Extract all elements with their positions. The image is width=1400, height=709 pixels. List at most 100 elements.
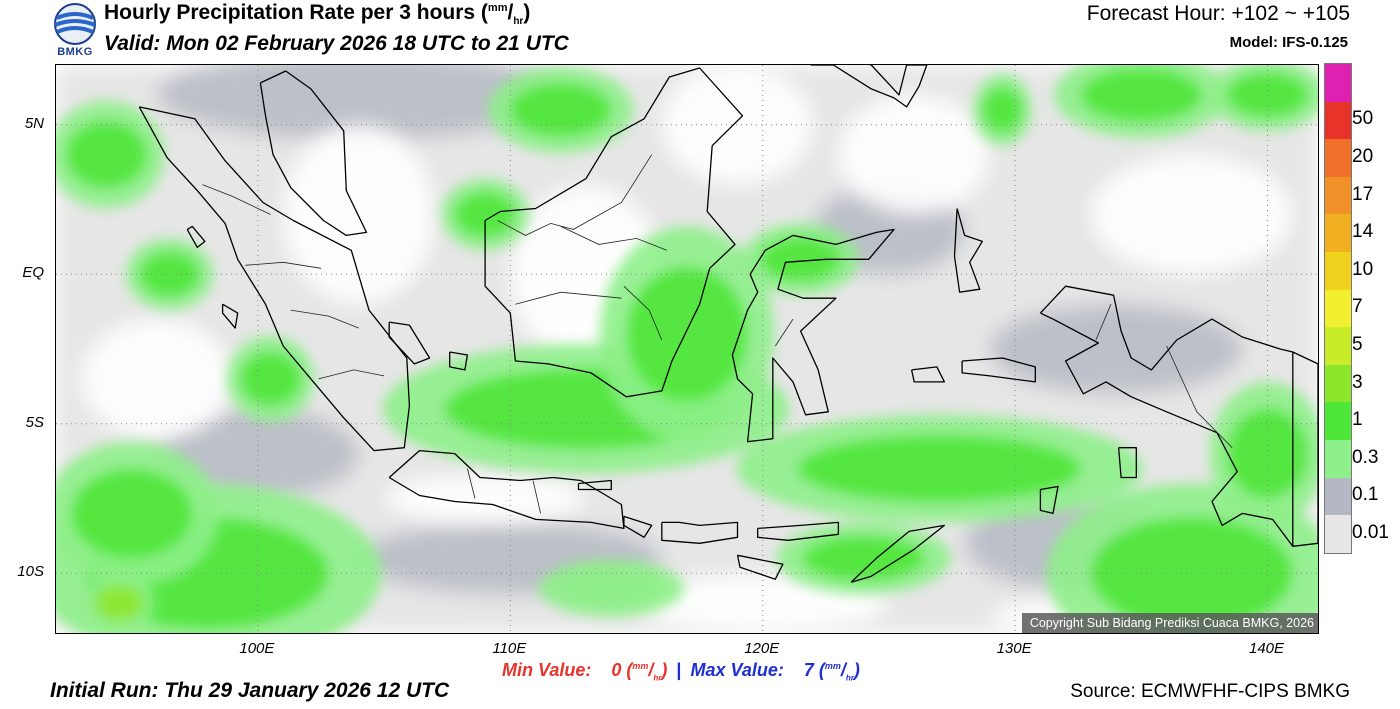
colorbar-label: 7 <box>1352 296 1363 318</box>
rain-area <box>71 468 193 559</box>
x-tick-label: 140E <box>1248 640 1285 657</box>
coastline-sumba <box>736 554 784 580</box>
dry-area <box>81 319 233 439</box>
coastline-sulawesi <box>731 228 895 443</box>
colorbar-label: 5 <box>1352 334 1363 355</box>
coastline-new-guinea <box>1039 285 1294 547</box>
coastline-flores <box>757 521 840 541</box>
rain-area <box>560 570 662 607</box>
province-border <box>774 318 794 347</box>
colorbar-cell <box>1325 101 1351 140</box>
x-tick-label: 120E <box>744 640 780 657</box>
model-name: Model: IFS-0.125 <box>1229 34 1348 51</box>
dry-area <box>838 94 990 215</box>
coastline-png <box>1292 351 1318 547</box>
rain-area <box>240 351 301 406</box>
colorbar-cell <box>1325 214 1351 252</box>
coastline-peninsular-malaysia <box>259 70 368 237</box>
colorbar-cell <box>1325 289 1351 328</box>
colorbar-label: 0.1 <box>1352 484 1379 506</box>
coastline-halmahera <box>953 208 983 293</box>
x-tick-label: 100E <box>239 640 275 657</box>
y-tick-label: 5N <box>24 114 44 132</box>
initial-run: Initial Run: Thu 29 January 2026 12 UTC <box>50 679 450 702</box>
rain-area <box>94 585 144 622</box>
province-border <box>532 480 541 514</box>
coastline-java <box>388 449 625 530</box>
colorbar-cell <box>1325 439 1351 478</box>
coastline-aru <box>1117 447 1137 479</box>
province-border <box>202 184 271 215</box>
colorbar-cell <box>1325 64 1351 102</box>
rain-area <box>139 251 200 297</box>
dry-area <box>283 124 435 305</box>
chart-title: Hourly Precipitation Rate per 3 hours (m… <box>104 1 531 28</box>
colorbar-label: 17 <box>1352 183 1374 205</box>
coastline-lombok-sumbawa <box>661 521 739 544</box>
colorbar <box>1324 63 1352 554</box>
light-rain-area <box>989 304 1243 394</box>
colorbar-label: 0.01 <box>1352 522 1389 543</box>
dry-area <box>1090 154 1293 275</box>
light-rain-area <box>156 408 359 499</box>
colorbar-cell <box>1325 402 1351 440</box>
separator: | <box>676 660 682 680</box>
province-border <box>290 309 360 329</box>
bmkg-logo: BMKG <box>52 2 98 60</box>
rain-area <box>626 266 748 402</box>
coastline-bangka <box>388 321 431 365</box>
colorbar-label: 1 <box>1352 409 1363 431</box>
province-border <box>515 291 622 305</box>
coastline-timor <box>850 524 946 583</box>
min-value: Min Value: 0 (mm/hr) <box>502 660 668 683</box>
rain-area <box>760 236 841 282</box>
coastline-siberut <box>221 303 239 329</box>
globe-icon <box>54 3 96 45</box>
colorbar-label: 14 <box>1352 221 1374 243</box>
coastline-borneo <box>484 67 744 398</box>
colorbar-cell <box>1325 251 1351 290</box>
coastline-buru <box>910 366 946 383</box>
coastline-madura <box>577 479 612 491</box>
dry-area <box>384 474 587 523</box>
colorbar-label: 3 <box>1352 371 1363 393</box>
copyright-notice: Copyright Sub Bidang Prediksi Cuaca BMKG… <box>1021 613 1318 633</box>
province-border <box>318 369 385 380</box>
rain-area <box>1227 408 1308 499</box>
colorbar-label: 10 <box>1352 258 1374 280</box>
colorbar-cell <box>1325 364 1351 403</box>
precipitation-map: Copyright Sub Bidang Prediksi Cuaca BMKG… <box>55 64 1319 634</box>
colorbar-label: 0.3 <box>1352 446 1379 468</box>
colorbar-cell <box>1325 176 1351 215</box>
province-border <box>1095 304 1112 341</box>
province-border <box>1166 345 1233 448</box>
rain-area <box>1080 67 1202 122</box>
province-border <box>245 261 322 269</box>
rain-area <box>510 82 612 137</box>
colorbar-cell <box>1325 139 1351 177</box>
y-tick-label: 5S <box>25 413 44 431</box>
light-rain-area <box>157 65 561 140</box>
coastline-tanimbar <box>1039 485 1059 515</box>
colorbar-cell <box>1325 327 1351 365</box>
colorbar-label: 50 <box>1352 108 1374 130</box>
colorbar-label: 20 <box>1352 146 1374 167</box>
coastline-sumatra <box>138 106 411 452</box>
coastline-belitung <box>449 351 469 371</box>
rain-area <box>798 434 1081 503</box>
coastline-seram <box>961 357 1036 383</box>
x-tick-label: 130E <box>996 640 1032 657</box>
map-canvas <box>56 65 1318 633</box>
valid-time: Valid: Mon 02 February 2026 18 UTC to 21… <box>104 32 569 55</box>
province-border <box>497 154 653 236</box>
min-max-values: Min Value: 0 (mm/hr) | Max Value: 7 (mm/… <box>502 660 860 683</box>
province-border <box>467 468 476 499</box>
dry-area <box>661 65 814 185</box>
colorbar-cell <box>1325 477 1351 516</box>
rain-area <box>803 535 925 581</box>
rain-area <box>66 121 147 189</box>
coastline-bali <box>623 515 653 538</box>
rain-area <box>982 87 1023 133</box>
rain-area <box>454 192 516 237</box>
y-tick-label: 10S <box>17 563 44 581</box>
